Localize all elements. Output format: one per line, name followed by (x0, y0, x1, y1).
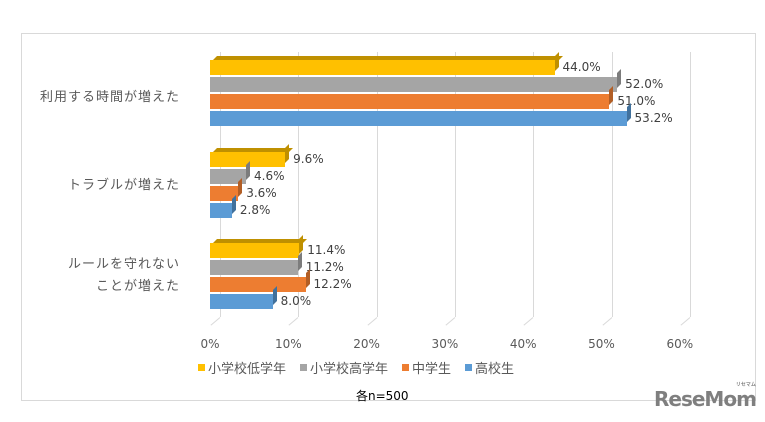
bar-中学生 (210, 86, 614, 109)
data-label: 2.8% (239, 203, 271, 217)
category-label: 利用する時間が増えた (39, 90, 180, 105)
data-label: 11.4% (307, 243, 346, 257)
legend-label: 小学校低学年 (208, 362, 287, 377)
bar-小学校低学年 (210, 52, 563, 75)
bar-中学生 (210, 178, 243, 201)
x-tick-label: 40% (509, 337, 537, 351)
category-label: トラブルが増えた (67, 178, 180, 193)
x-tick-label: 0% (200, 337, 220, 351)
chart-frame (21, 33, 756, 401)
logo-text: ReseMom (654, 387, 757, 411)
legend-swatch-icon (198, 364, 205, 371)
bar-top-face (213, 148, 294, 152)
gridline (376, 52, 378, 317)
resemom-logo: ReseMom リセマム (654, 382, 757, 411)
sample-size-note: 各n=500 (356, 389, 409, 403)
gridline (454, 52, 456, 317)
bar-top-face (213, 56, 563, 60)
x-tick-label: 10% (274, 337, 302, 351)
bar-小学校低学年 (210, 144, 294, 167)
logo-subtext: リセマム (735, 382, 756, 388)
legend-item: 中学生 (402, 358, 451, 377)
bar-top-face (213, 239, 308, 243)
x-tick-label: 50% (588, 337, 615, 351)
gridline (533, 52, 535, 317)
data-label: 9.6% (293, 152, 324, 166)
x-tick-label: 30% (431, 337, 459, 351)
gridline (220, 52, 221, 317)
bar-小学校低学年 (210, 235, 308, 258)
bar-中学生 (210, 269, 310, 292)
chart-legend: 小学校低学年 小学校高学年 中学生 高校生 (198, 358, 514, 377)
data-label: 51.0% (617, 94, 656, 108)
data-label: 4.6% (254, 169, 285, 183)
data-label: 44.0% (562, 60, 601, 74)
legend-item: 小学校高学年 (300, 358, 388, 377)
data-label: 52.0% (625, 77, 664, 91)
legend-label: 高校生 (475, 362, 515, 377)
legend-label: 中学生 (412, 362, 452, 377)
gridline (298, 52, 300, 317)
x-tick-label: 20% (353, 337, 380, 351)
bar-小学校高学年 (210, 69, 622, 92)
category-label: ルールを守れない ことが増えた (67, 257, 180, 294)
legend-swatch-icon (465, 364, 473, 371)
bar-小学校高学年 (210, 161, 251, 184)
bar-高校生 (210, 286, 277, 309)
legend-swatch-icon (402, 364, 410, 371)
x-tick-label: 60% (666, 337, 694, 351)
data-label: 53.2% (634, 111, 673, 125)
data-label: 3.6% (246, 186, 277, 200)
gridline (611, 52, 613, 317)
gridline (689, 52, 691, 317)
data-label: 8.0% (280, 294, 312, 308)
bar-高校生 (210, 195, 236, 218)
data-label: 12.2% (313, 277, 352, 291)
legend-item: 小学校低学年 (198, 358, 286, 377)
legend-swatch-icon (300, 364, 308, 371)
legend-item: 高校生 (465, 358, 514, 377)
legend-label: 小学校高学年 (310, 362, 389, 377)
data-label: 11.2% (305, 260, 344, 274)
bar-高校生 (210, 103, 631, 126)
bar-小学校高学年 (210, 252, 302, 275)
